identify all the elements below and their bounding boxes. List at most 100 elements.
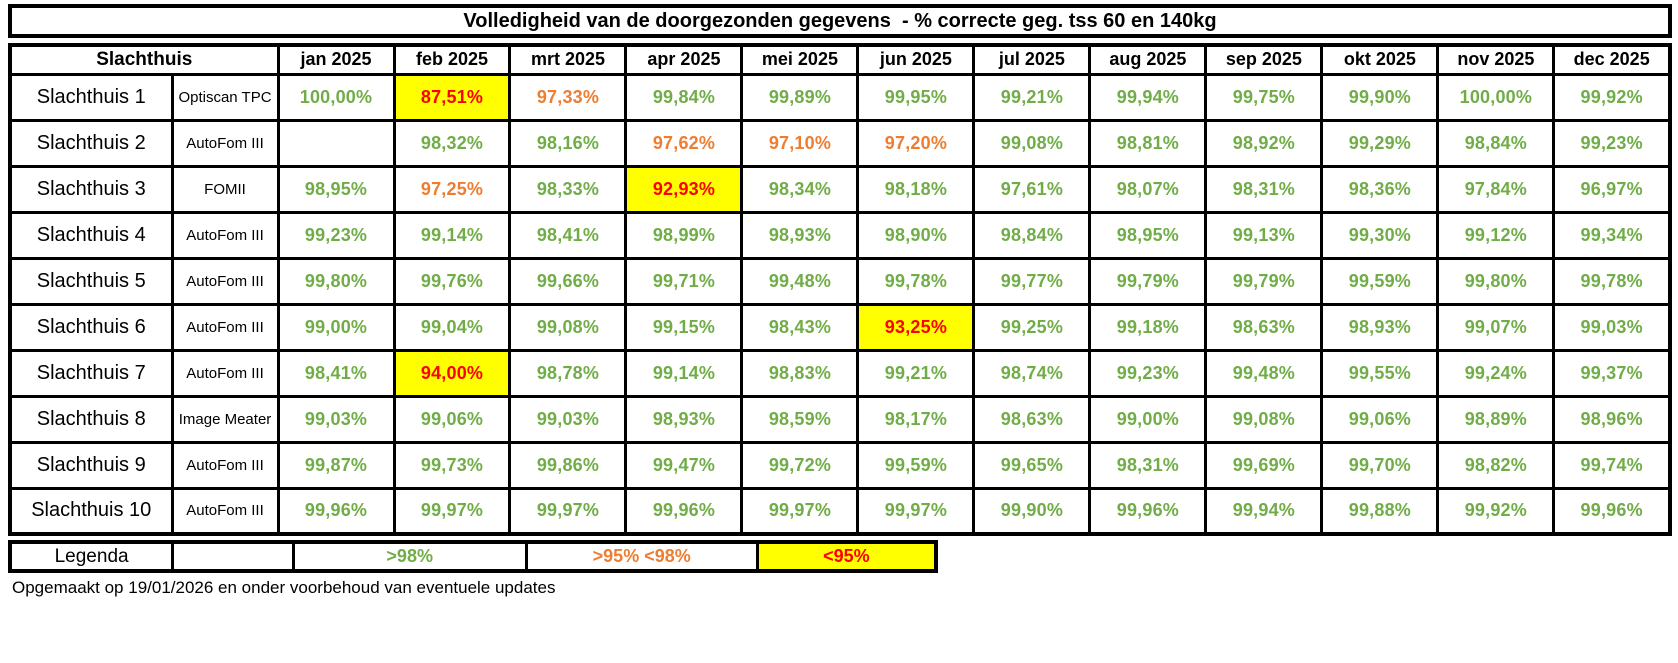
table-row: Slachthuis 10 AutoFom III 99,96% 99,97% 99,9… bbox=[8, 486, 1672, 536]
value-cell: 100,00% bbox=[1436, 72, 1556, 122]
value-cell: 99,48% bbox=[740, 256, 860, 306]
value-cell: 99,21% bbox=[972, 72, 1092, 122]
value-cell: 99,23% bbox=[1552, 118, 1672, 168]
table-row: Slachthuis 5 AutoFom III 99,80% 99,76% 99,66… bbox=[8, 256, 1672, 306]
value-cell: 99,77% bbox=[972, 256, 1092, 306]
column-header-month: mei 2025 bbox=[740, 43, 860, 76]
value-cell: 99,75% bbox=[1204, 72, 1324, 122]
value-cell: 97,62% bbox=[624, 118, 744, 168]
value-cell: 99,08% bbox=[1204, 394, 1324, 444]
value-cell: 99,80% bbox=[276, 256, 396, 306]
slaughterhouse-name: Slachthuis 8 bbox=[8, 394, 174, 444]
value-cell: 99,59% bbox=[1320, 256, 1440, 306]
device-label: AutoFom III bbox=[170, 118, 280, 168]
value-cell: 98,78% bbox=[508, 348, 628, 398]
value-cell: 98,96% bbox=[1552, 394, 1672, 444]
value-cell: 99,23% bbox=[1088, 348, 1208, 398]
column-header-month: apr 2025 bbox=[624, 43, 744, 76]
device-label: AutoFom III bbox=[170, 256, 280, 306]
slaughterhouse-name: Slachthuis 1 bbox=[8, 72, 174, 122]
value-cell: 99,92% bbox=[1552, 72, 1672, 122]
value-cell: 99,65% bbox=[972, 440, 1092, 490]
slaughterhouse-name: Slachthuis 6 bbox=[8, 302, 174, 352]
value-cell: 98,82% bbox=[1436, 440, 1556, 490]
value-cell: 99,71% bbox=[624, 256, 744, 306]
value-cell: 98,43% bbox=[740, 302, 860, 352]
value-cell: 99,74% bbox=[1552, 440, 1672, 490]
table-row: Slachthuis 6 AutoFom III 99,00% 99,04% 99,08… bbox=[8, 302, 1672, 352]
column-header-month: nov 2025 bbox=[1436, 43, 1556, 76]
data-table: Slachthuis jan 2025 feb 2025 mrt 2025 apr 2… bbox=[8, 43, 1672, 536]
device-label: AutoFom III bbox=[170, 440, 280, 490]
device-label: AutoFom III bbox=[170, 486, 280, 536]
device-label: AutoFom III bbox=[170, 302, 280, 352]
value-cell: 99,86% bbox=[508, 440, 628, 490]
value-cell: 100,00% bbox=[276, 72, 396, 122]
value-cell: 99,96% bbox=[1552, 486, 1672, 536]
header-row: Slachthuis jan 2025 feb 2025 mrt 2025 apr 2… bbox=[8, 43, 1672, 76]
column-header-month: feb 2025 bbox=[392, 43, 512, 76]
value-cell: 98,41% bbox=[508, 210, 628, 260]
value-cell: 98,93% bbox=[624, 394, 744, 444]
value-cell: 99,97% bbox=[392, 486, 512, 536]
value-cell: 99,07% bbox=[1436, 302, 1556, 352]
value-cell: 99,78% bbox=[1552, 256, 1672, 306]
legend-title: Legenda bbox=[8, 540, 175, 573]
value-cell: 99,95% bbox=[856, 72, 976, 122]
value-cell: 99,12% bbox=[1436, 210, 1556, 260]
value-cell: 98,07% bbox=[1088, 164, 1208, 214]
table-row: Slachthuis 9 AutoFom III 99,87% 99,73% 99,86… bbox=[8, 440, 1672, 490]
table-row: Slachthuis 7 AutoFom III 98,41% 94,00% 98,78… bbox=[8, 348, 1672, 398]
footer-note: Opgemaakt op 19/01/2026 en onder voorbeh… bbox=[12, 578, 556, 597]
value-cell: 98,74% bbox=[972, 348, 1092, 398]
value-cell: 99,15% bbox=[624, 302, 744, 352]
slaughterhouse-name: Slachthuis 4 bbox=[8, 210, 174, 260]
legend-item-bad: <95% bbox=[755, 540, 938, 573]
legend-item-mid: >95% <98% bbox=[524, 540, 759, 573]
column-header-month: jan 2025 bbox=[276, 43, 396, 76]
value-cell: 99,96% bbox=[624, 486, 744, 536]
value-cell: 99,70% bbox=[1320, 440, 1440, 490]
value-cell: 99,76% bbox=[392, 256, 512, 306]
value-cell: 99,80% bbox=[1436, 256, 1556, 306]
value-cell: 99,14% bbox=[624, 348, 744, 398]
device-label: Optiscan TPC bbox=[170, 72, 280, 122]
value-cell: 99,30% bbox=[1320, 210, 1440, 260]
value-cell: 99,00% bbox=[276, 302, 396, 352]
value-cell: 98,89% bbox=[1436, 394, 1556, 444]
slaughterhouse-name: Slachthuis 2 bbox=[8, 118, 174, 168]
value-cell: 97,25% bbox=[392, 164, 512, 214]
value-cell: 98,36% bbox=[1320, 164, 1440, 214]
slaughterhouse-name: Slachthuis 7 bbox=[8, 348, 174, 398]
legend-empty-cell bbox=[171, 540, 295, 573]
value-cell: 99,96% bbox=[276, 486, 396, 536]
value-cell: 98,84% bbox=[1436, 118, 1556, 168]
value-cell: 99,97% bbox=[740, 486, 860, 536]
device-label: Image Meater bbox=[170, 394, 280, 444]
legend-table: Legenda >98% >95% <98% <95% bbox=[8, 540, 938, 573]
value-cell: 99,94% bbox=[1088, 72, 1208, 122]
value-cell: 98,83% bbox=[740, 348, 860, 398]
value-cell: 99,90% bbox=[1320, 72, 1440, 122]
value-cell: 97,20% bbox=[856, 118, 976, 168]
value-cell: 99,96% bbox=[1088, 486, 1208, 536]
value-cell: 99,48% bbox=[1204, 348, 1324, 398]
table-row: Slachthuis 8 Image Meater 99,03% 99,06% 99,0… bbox=[8, 394, 1672, 444]
value-cell: 98,95% bbox=[1088, 210, 1208, 260]
value-cell: 99,55% bbox=[1320, 348, 1440, 398]
column-header-month: aug 2025 bbox=[1088, 43, 1208, 76]
value-cell: 98,34% bbox=[740, 164, 860, 214]
value-cell: 98,95% bbox=[276, 164, 396, 214]
column-header-month: jun 2025 bbox=[856, 43, 976, 76]
table-row: Slachthuis 4 AutoFom III 99,23% 99,14% 98,41… bbox=[8, 210, 1672, 260]
value-cell: 98,33% bbox=[508, 164, 628, 214]
table-row: Slachthuis 1 Optiscan TPC 100,00% 87,51% 97,… bbox=[8, 72, 1672, 122]
value-cell: 99,03% bbox=[276, 394, 396, 444]
table-row: Slachthuis 2 AutoFom III 98,32% 98,16% 97,62… bbox=[8, 118, 1672, 168]
value-cell: 99,08% bbox=[508, 302, 628, 352]
value-cell: 98,93% bbox=[1320, 302, 1440, 352]
value-cell: 98,31% bbox=[1204, 164, 1324, 214]
value-cell: 94,00% bbox=[392, 348, 512, 398]
value-cell: 99,79% bbox=[1088, 256, 1208, 306]
value-cell: 99,23% bbox=[276, 210, 396, 260]
